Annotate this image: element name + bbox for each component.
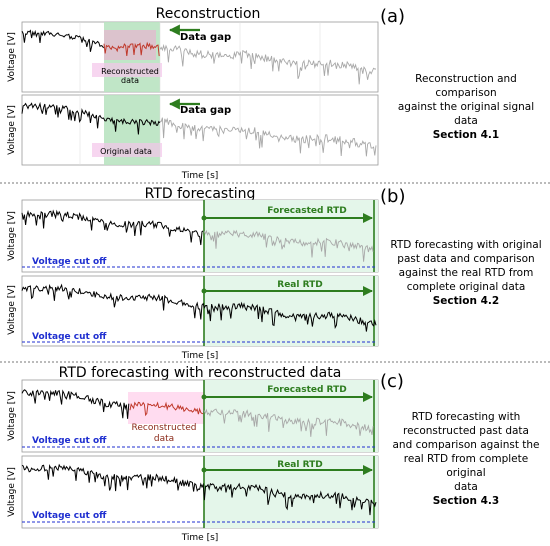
x-axis-label: Time [s] <box>181 533 219 543</box>
original-signal-trace <box>21 101 161 135</box>
panel-c-top-plot: Voltage cut off Reconstructed data Forec… <box>7 379 379 453</box>
future-signal-trace <box>159 117 377 157</box>
panel-b-caption: RTD forecasting with original past data … <box>386 238 546 308</box>
section-reference: Section 4.1 <box>432 129 500 141</box>
panel-c-label: (c) <box>380 371 404 392</box>
y-axis-label: Voltage [V] <box>7 211 17 261</box>
panel-c: RTD forecasting with reconstructed data … <box>7 365 404 543</box>
gridlines <box>79 22 321 92</box>
inset-label: data <box>154 434 174 444</box>
panel-a: Reconstruction (a) Voltage [V] Data gap … <box>7 6 405 181</box>
pink-overlay <box>92 143 162 157</box>
panel-b-top-plot: Voltage cut off Forecasted RTD Voltage [… <box>7 199 379 273</box>
reconstructed-signal-trace <box>129 401 204 417</box>
caption-line: against the original signal data <box>397 101 535 127</box>
caption-line: RTD forecasting with original <box>390 239 542 251</box>
data-gap-label: Data gap <box>180 105 231 116</box>
caption-line: data <box>454 481 478 493</box>
caption-line: and comparison against the <box>392 439 540 451</box>
panel-b: RTD forecasting (b) Voltage cut off Fore… <box>7 186 405 361</box>
y-axis-label: Voltage [V] <box>7 391 17 441</box>
inset-label: Original data <box>100 147 152 156</box>
x-axis-label: Time [s] <box>181 171 219 181</box>
forecasted-rtd-label: Forecasted RTD <box>267 385 346 395</box>
caption-line: RTD forecasting with <box>411 411 521 423</box>
caption-line: Reconstruction and comparison <box>415 73 517 99</box>
panel-c-caption: RTD forecasting with reconstructed past … <box>386 410 546 508</box>
forecasted-signal-trace <box>203 408 374 437</box>
x-axis-label: Time [s] <box>181 351 219 361</box>
panel-a-caption: Reconstruction and comparison against th… <box>386 72 546 142</box>
section-reference: Section 4.3 <box>432 495 500 507</box>
forecasted-rtd-label: Forecasted RTD <box>267 206 346 216</box>
panel-c-title: RTD forecasting with reconstructed data <box>59 365 342 381</box>
panel-a-top-plot: Voltage [V] Data gap Reconstructed data <box>7 21 379 93</box>
original-signal-trace <box>21 463 377 516</box>
panel-c-bottom-plot: Voltage cut off Real RTD Voltage [V] <box>7 455 379 529</box>
original-signal-trace <box>21 283 377 332</box>
caption-line: past data and comparison <box>397 253 535 265</box>
voltage-cutoff-label: Voltage cut off <box>32 436 107 446</box>
forecasted-signal-trace <box>203 229 374 262</box>
inset-label: Reconstructed <box>132 423 197 433</box>
original-signal-trace <box>21 209 204 246</box>
panel-a-label: (a) <box>380 6 405 27</box>
inset-label: data <box>121 76 139 85</box>
voltage-cutoff-label: Voltage cut off <box>32 257 107 267</box>
voltage-cutoff-label: Voltage cut off <box>32 511 107 521</box>
y-axis-label: Voltage [V] <box>7 32 17 82</box>
original-signal-trace <box>21 389 130 419</box>
original-signal-trace <box>21 29 105 52</box>
panel-a-bottom-plot: Voltage [V] Data gap Original data <box>7 94 379 166</box>
reconstructed-signal-trace <box>103 41 160 57</box>
caption-line: real RTD from complete original <box>403 453 529 479</box>
future-signal-trace <box>159 43 376 85</box>
voltage-cutoff-label: Voltage cut off <box>32 332 107 342</box>
real-rtd-label: Real RTD <box>277 280 322 290</box>
caption-line: against the real RTD from <box>398 267 534 279</box>
forecast-region <box>204 276 378 346</box>
caption-line: complete original data <box>406 281 526 293</box>
data-gap-label: Data gap <box>180 32 231 43</box>
panel-b-title: RTD forecasting <box>145 186 256 202</box>
y-axis-label: Voltage [V] <box>7 467 17 517</box>
pink-overlay <box>92 63 162 77</box>
data-gap-region <box>104 22 160 92</box>
panel-b-label: (b) <box>380 186 405 207</box>
pink-overlay <box>128 392 204 424</box>
y-axis-label: Voltage [V] <box>7 105 17 155</box>
inset-label: Reconstructed <box>101 67 159 76</box>
caption-line: reconstructed past data <box>403 425 529 437</box>
section-reference: Section 4.2 <box>432 295 500 307</box>
y-axis-label: Voltage [V] <box>7 285 17 335</box>
forecast-region <box>204 380 378 452</box>
panel-a-title: Reconstruction <box>156 6 261 22</box>
real-rtd-label: Real RTD <box>277 460 322 470</box>
panel-b-bottom-plot: Voltage cut off Real RTD Voltage [V] <box>7 275 379 347</box>
gridlines <box>79 95 321 165</box>
